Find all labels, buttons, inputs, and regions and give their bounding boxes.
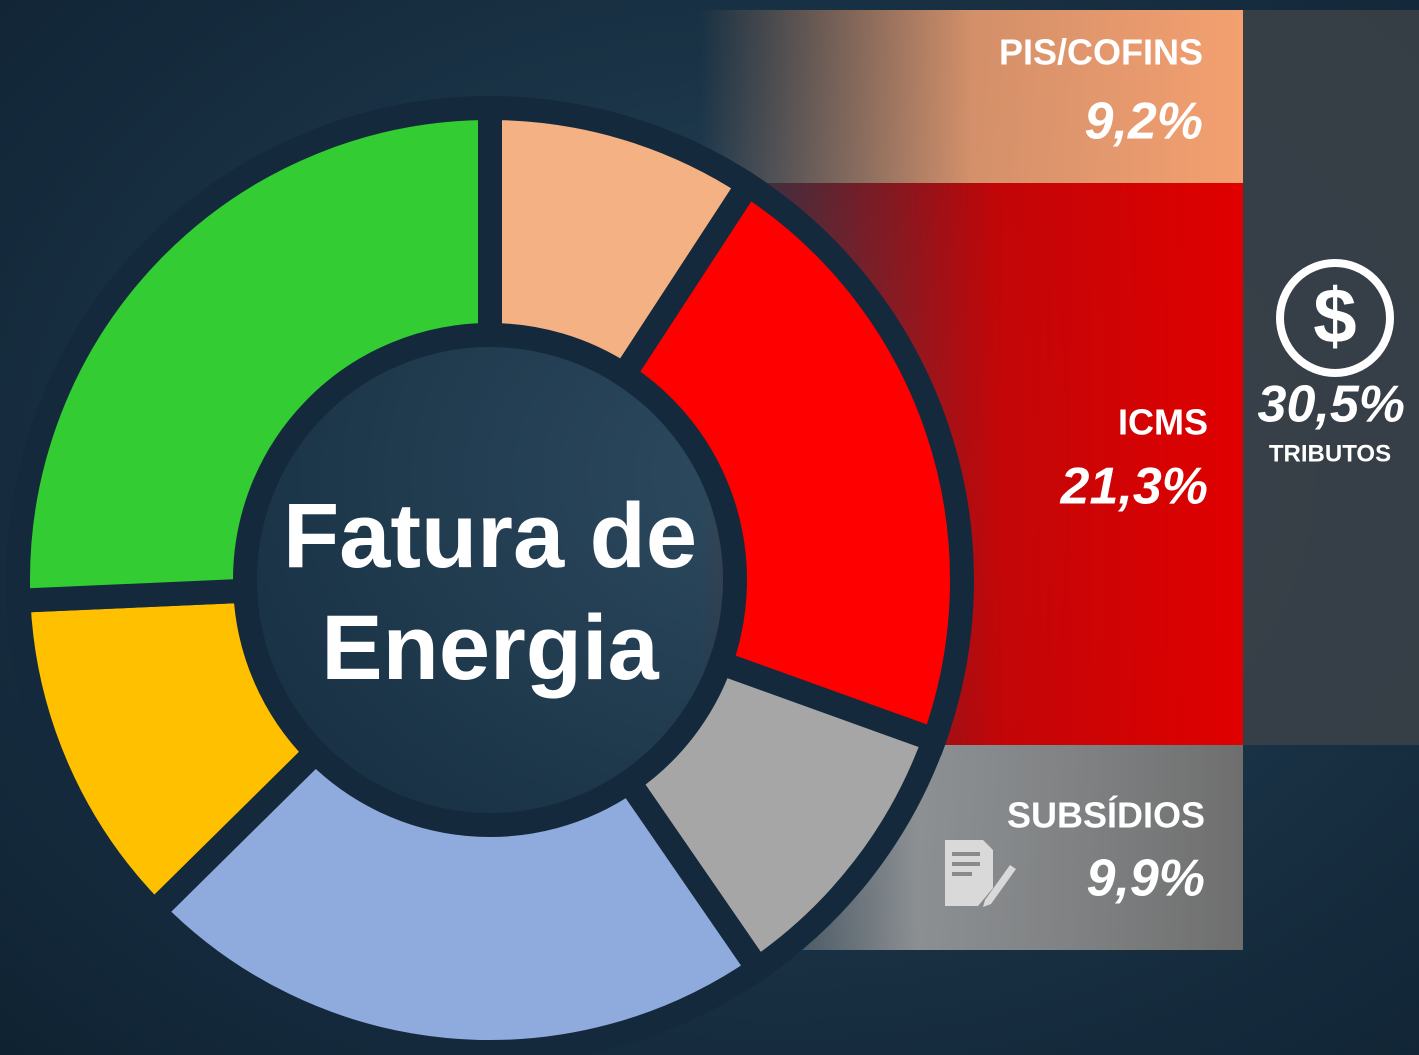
value-label: 9,2% — [1084, 93, 1203, 151]
category-label: ICMS — [1118, 402, 1208, 443]
pis-panel — [700, 10, 1243, 183]
donut-slice — [6, 95, 502, 614]
category-label: PIS/COFINS — [999, 32, 1203, 73]
document-icon — [945, 840, 1016, 907]
value-label: 9,9% — [1086, 850, 1205, 908]
dollar-icon: $ — [1276, 259, 1394, 377]
chart-title: Fatura de Energia — [282, 485, 698, 699]
total-name: TRIBUTOS — [1269, 440, 1391, 467]
donut-slice — [137, 735, 775, 1055]
category-label: SUBSÍDIOS — [1007, 795, 1205, 836]
total-panel — [1243, 10, 1419, 745]
svg-text:$: $ — [1313, 272, 1356, 360]
donut-slice — [607, 168, 974, 756]
donut-slice — [5, 578, 333, 929]
total-label: 30,5% — [1258, 376, 1405, 434]
value-label: 21,3% — [1060, 458, 1208, 516]
